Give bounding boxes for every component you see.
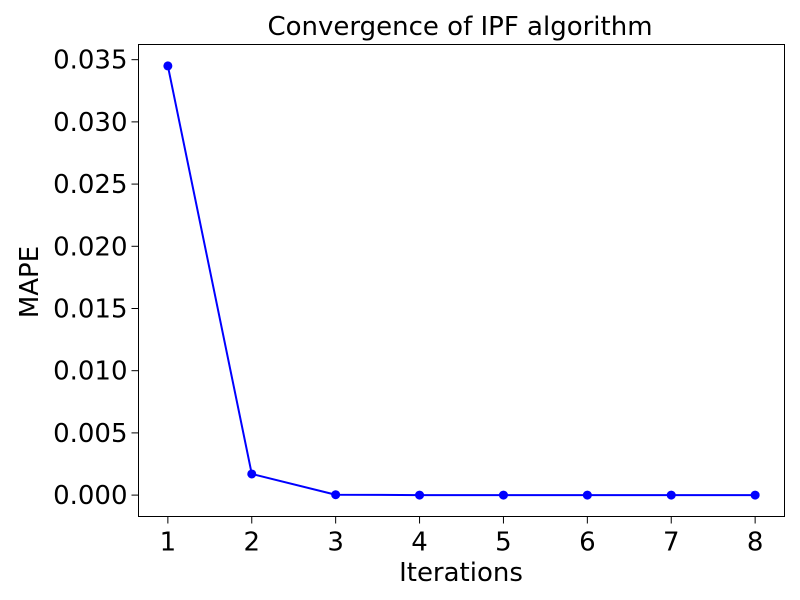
y-tick-label: 0.015 [53, 294, 127, 324]
x-tick-label: 8 [747, 528, 764, 558]
y-tick-label: 0.010 [53, 357, 127, 387]
y-tick-label: 0.030 [53, 108, 127, 138]
x-tick-label: 2 [243, 528, 260, 558]
data-point [750, 490, 760, 500]
y-axis-label: MAPE [15, 246, 45, 318]
y-tick-label: 0.035 [53, 46, 127, 76]
series-line [166, 65, 756, 497]
x-tick-label: 1 [160, 528, 177, 558]
data-point [582, 490, 592, 500]
y-tick-label: 0.000 [53, 481, 127, 511]
axis-ticks: 1 2 3 4 5 6 7 8 0.000 0.005 0.010 0.015 0.020 0.025 0.… [53, 46, 763, 558]
x-tick-label: 3 [327, 528, 344, 558]
y-tick-label: 0.005 [53, 419, 127, 449]
data-point [247, 469, 257, 479]
data-point [666, 490, 676, 500]
plot-area [163, 61, 760, 500]
x-tick-label: 7 [663, 528, 680, 558]
y-tick-label: 0.020 [53, 232, 127, 262]
y-tick-label: 0.025 [53, 170, 127, 200]
x-tick-label: 4 [411, 528, 428, 558]
data-point [331, 490, 341, 500]
data-point [498, 490, 508, 500]
data-point [415, 490, 425, 500]
x-tick-label: 5 [495, 528, 512, 558]
x-axis-label: Iterations [399, 558, 523, 588]
plot-frame [138, 44, 785, 517]
x-tick-label: 6 [579, 528, 596, 558]
data-point [163, 61, 173, 71]
chart-title: Convergence of IPF algorithm [267, 12, 652, 42]
